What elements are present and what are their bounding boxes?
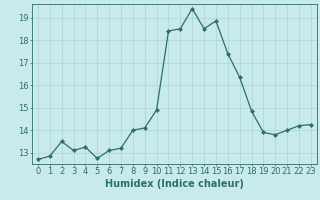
X-axis label: Humidex (Indice chaleur): Humidex (Indice chaleur): [105, 179, 244, 189]
